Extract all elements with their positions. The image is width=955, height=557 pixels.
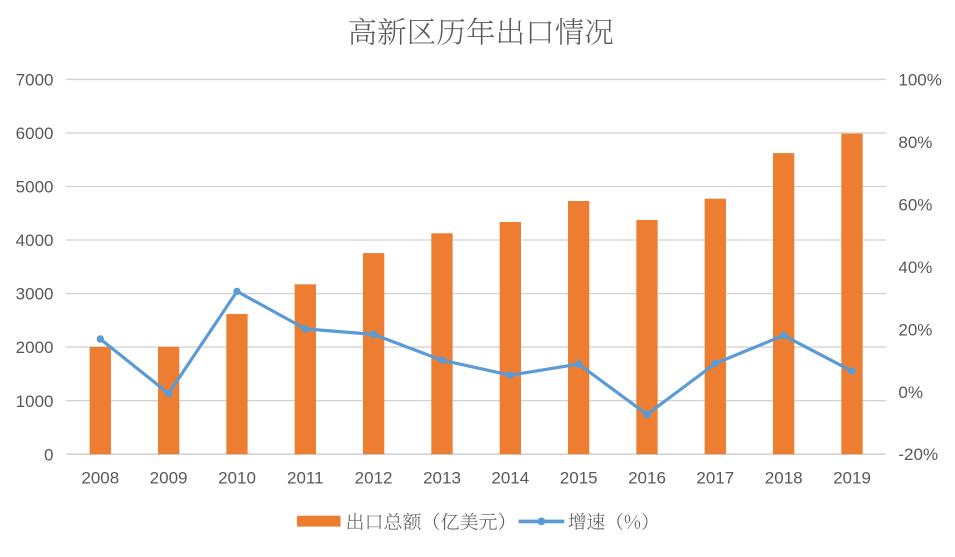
svg-text:2016: 2016	[628, 468, 666, 487]
svg-text:2013: 2013	[423, 468, 461, 487]
svg-text:2012: 2012	[355, 468, 393, 487]
svg-text:3000: 3000	[16, 285, 54, 304]
svg-text:1000: 1000	[16, 392, 54, 411]
svg-text:60%: 60%	[898, 195, 932, 214]
svg-text:2014: 2014	[491, 468, 529, 487]
svg-text:0%: 0%	[898, 383, 923, 402]
svg-text:20%: 20%	[898, 320, 932, 339]
svg-text:2015: 2015	[560, 468, 598, 487]
svg-text:2017: 2017	[696, 468, 734, 487]
svg-text:2011: 2011	[287, 468, 324, 487]
svg-text:6000: 6000	[16, 124, 54, 143]
svg-text:4000: 4000	[16, 231, 54, 250]
svg-text:-20%: -20%	[898, 445, 938, 464]
svg-text:2009: 2009	[150, 468, 188, 487]
svg-text:2010: 2010	[218, 468, 256, 487]
svg-text:7000: 7000	[16, 71, 54, 90]
svg-text:40%: 40%	[898, 258, 932, 277]
svg-text:5000: 5000	[16, 178, 54, 197]
svg-text:2000: 2000	[16, 338, 54, 357]
svg-text:80%: 80%	[898, 133, 932, 152]
svg-text:2008: 2008	[81, 468, 119, 487]
svg-text:100%: 100%	[898, 70, 941, 89]
svg-text:2018: 2018	[765, 468, 803, 487]
svg-text:0: 0	[44, 445, 53, 464]
svg-text:2019: 2019	[833, 468, 871, 487]
